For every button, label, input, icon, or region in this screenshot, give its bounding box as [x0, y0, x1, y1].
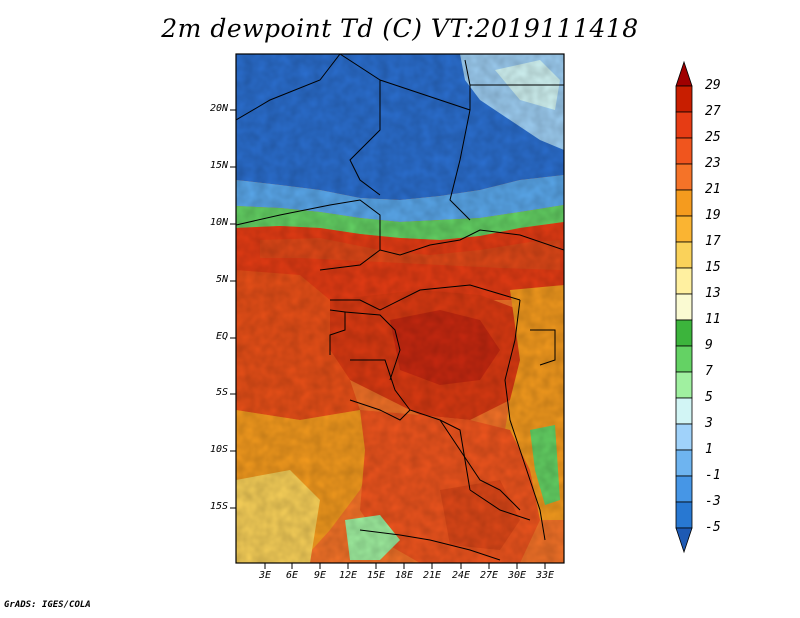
- colorbar-label: -3: [705, 494, 721, 509]
- lon-label: 33E: [535, 570, 555, 581]
- colorbar-label: 3: [705, 416, 713, 431]
- lon-label: 6E: [285, 570, 299, 581]
- colorbar-label: -1: [705, 468, 721, 483]
- colorbar-label: 5: [705, 390, 713, 405]
- colorbar-swatch: [675, 319, 693, 347]
- map-ticks: [230, 109, 546, 569]
- colorbar-swatch: [675, 475, 693, 503]
- grads-credit: GrADS: IGES/COLA: [4, 600, 91, 610]
- colorbar-swatch: [675, 371, 693, 399]
- colorbar-label: 15: [705, 260, 721, 275]
- lat-label: 10N: [209, 217, 228, 228]
- colorbar-swatch: [675, 267, 693, 295]
- colorbar-swatch: [675, 449, 693, 477]
- colorbar-label: 25: [705, 130, 721, 145]
- colorbar-label: 9: [705, 338, 713, 353]
- colorbar-label: 11: [705, 312, 721, 327]
- lon-label: 27E: [479, 570, 499, 581]
- lat-label: 20N: [209, 103, 228, 114]
- lon-label: 18E: [394, 570, 414, 581]
- lon-label: 24E: [451, 570, 471, 581]
- colorbar-swatch: [675, 60, 693, 87]
- lat-label: 5N: [215, 274, 228, 285]
- colorbar-label: 1: [705, 442, 713, 457]
- colorbar-swatch: [675, 527, 693, 554]
- colorbar-swatch: [675, 137, 693, 165]
- colorbar-swatch: [675, 345, 693, 373]
- colorbar-swatch: [675, 241, 693, 269]
- colorbar: [675, 60, 693, 554]
- colorbar-swatch: [675, 423, 693, 451]
- colorbar-swatch: [675, 215, 693, 243]
- colorbar-label: -5: [705, 520, 721, 535]
- colorbar-swatch: [675, 111, 693, 139]
- colorbar-swatch: [675, 501, 693, 529]
- lon-label: 21E: [422, 570, 442, 581]
- colorbar-label: 17: [705, 234, 721, 249]
- colorbar-label: 7: [705, 364, 713, 379]
- lat-label: 5S: [215, 387, 228, 398]
- lon-label: 12E: [338, 570, 358, 581]
- colorbar-label: 27: [705, 104, 721, 119]
- lon-label: 9E: [313, 570, 327, 581]
- map-title: 2m dewpoint Td (C) VT:2019111418: [161, 14, 639, 43]
- colorbar-label: 23: [705, 156, 721, 171]
- colorbar-label: 21: [705, 182, 721, 197]
- lon-label: 3E: [258, 570, 272, 581]
- country-borders: [236, 54, 564, 561]
- lat-label: 15N: [209, 160, 228, 171]
- colorbar-label: 19: [705, 208, 721, 223]
- lat-label: 10S: [209, 444, 228, 455]
- colorbar-swatch: [675, 163, 693, 191]
- lon-label: 15E: [366, 570, 386, 581]
- lat-label: 15S: [209, 501, 228, 512]
- lat-label: EQ: [215, 331, 228, 342]
- lon-label: 30E: [507, 570, 527, 581]
- dewpoint-field: [236, 54, 564, 563]
- colorbar-label: 29: [705, 78, 721, 93]
- colorbar-swatch: [675, 85, 693, 113]
- map-frame: [235, 53, 565, 564]
- colorbar-swatch: [675, 397, 693, 425]
- colorbar-label: 13: [705, 286, 721, 301]
- colorbar-swatch: [675, 189, 693, 217]
- colorbar-swatch: [675, 293, 693, 321]
